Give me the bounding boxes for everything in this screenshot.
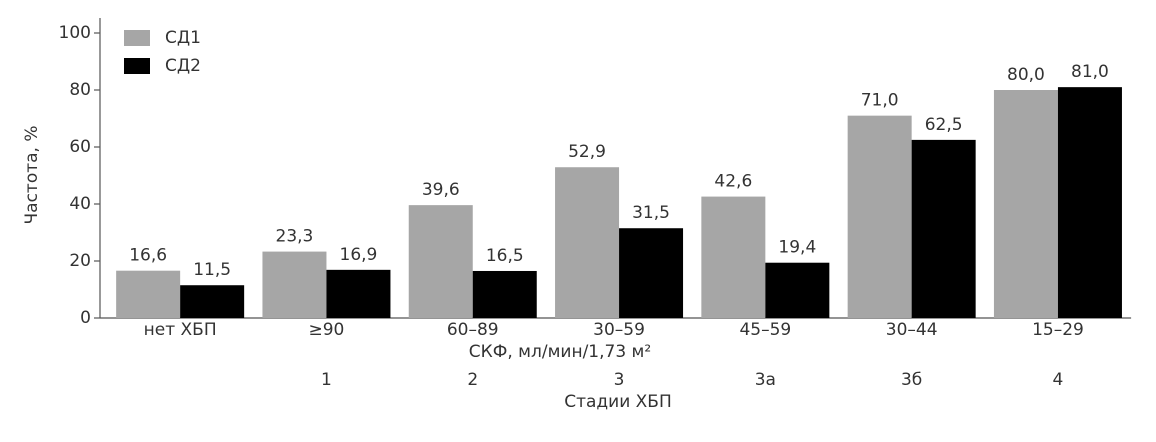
bar <box>1057 87 1122 319</box>
x-tick-label: 30–44 <box>886 320 938 340</box>
legend-swatch <box>124 58 150 74</box>
stage-axis-label: Стадии ХБП <box>564 392 672 412</box>
bar <box>472 270 537 318</box>
value-label: 16,5 <box>486 246 524 266</box>
value-label: 39,6 <box>422 180 460 200</box>
bar <box>555 167 620 318</box>
value-label: 80,0 <box>1007 65 1045 85</box>
value-label: 16,6 <box>129 246 167 266</box>
value-label: 62,5 <box>925 115 963 135</box>
bar <box>847 115 912 319</box>
x-tick-label: 60–89 <box>447 320 499 340</box>
value-label: 23,3 <box>276 227 314 247</box>
bar <box>993 90 1058 318</box>
stage-label: 3б <box>901 370 922 390</box>
value-label: 16,9 <box>340 245 378 265</box>
y-tick-label: 40 <box>69 194 91 214</box>
value-label: 81,0 <box>1071 62 1109 82</box>
bar <box>408 205 473 318</box>
bar <box>765 262 830 318</box>
stage-label: 4 <box>1053 370 1064 390</box>
legend-label: СД2 <box>165 56 201 76</box>
legend-swatch <box>124 30 150 46</box>
stage-label: 1 <box>321 370 332 390</box>
value-label: 19,4 <box>778 238 816 258</box>
y-tick-label: 20 <box>69 251 91 271</box>
bar <box>262 251 327 318</box>
stage-label: 3 <box>614 370 625 390</box>
x-tick-label: ≥90 <box>309 320 345 340</box>
bar <box>116 270 181 318</box>
stage-label: 3а <box>755 370 776 390</box>
value-label: 11,5 <box>193 260 231 280</box>
x-tick-label: 30–59 <box>593 320 645 340</box>
legend-label: СД1 <box>165 28 201 48</box>
y-tick-label: 0 <box>80 308 91 328</box>
y-tick-label: 60 <box>69 137 91 157</box>
x-tick-label: 45–59 <box>739 320 791 340</box>
bar <box>619 228 684 318</box>
bar <box>701 196 766 318</box>
x-axis-label: СКФ, мл/мин/1,73 м² <box>469 342 651 362</box>
y-tick-label: 100 <box>59 23 91 43</box>
stage-label: 2 <box>467 370 478 390</box>
x-tick-label: нет ХБП <box>144 320 217 340</box>
x-tick-label: 15–29 <box>1032 320 1084 340</box>
y-axis-label: Частота, % <box>22 125 42 224</box>
value-label: 52,9 <box>568 142 606 162</box>
value-label: 31,5 <box>632 203 670 223</box>
bar <box>180 285 245 318</box>
bar <box>326 269 391 318</box>
bar <box>911 139 976 318</box>
value-label: 71,0 <box>861 91 899 111</box>
value-label: 42,6 <box>714 172 752 192</box>
y-tick-label: 80 <box>69 80 91 100</box>
